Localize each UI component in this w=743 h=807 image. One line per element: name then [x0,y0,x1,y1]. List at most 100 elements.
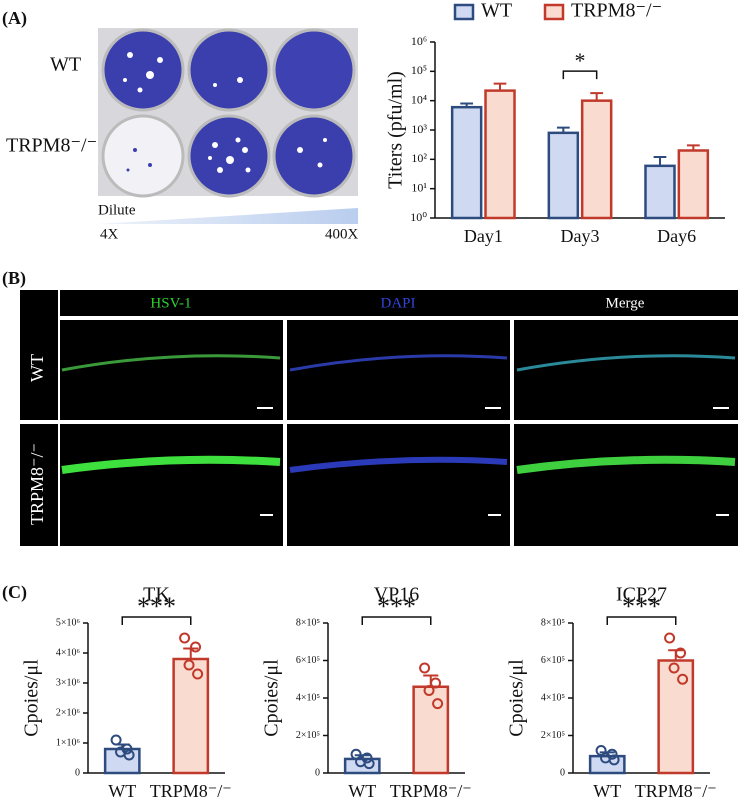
data-point [192,668,204,680]
data-point [664,632,676,644]
y-axis-label: Titers (pfu/ml) [385,71,407,189]
significance-label: *** [137,592,176,621]
x-tick-label: Day1 [464,226,503,246]
bar [644,164,676,220]
data-point [110,734,122,746]
data-point [190,641,202,653]
dilution-wedge [98,208,358,224]
data-point [608,754,620,766]
error-bar [460,102,474,108]
x-tick-label: TRPM8⁻/⁻ [150,781,232,801]
x-tick-label: TRPM8⁻/⁻ [635,781,717,801]
bar [172,657,210,775]
column-label: DAPI [380,295,415,311]
y-tick-label: 4×10⁵ [296,692,320,703]
y-tick-label: 10⁰ [410,210,427,224]
row-label: TRPM8⁻/⁻ [27,443,47,525]
significance-bracket [361,616,432,625]
data-point [419,662,431,674]
error-bar [686,144,700,151]
panel-label: (C) [2,582,27,603]
dilute-label: Dilute [98,202,136,218]
bar [103,747,141,775]
data-point [363,758,375,770]
y-axis-label: Cpoies/μl [261,659,283,737]
plate-photo [98,28,358,198]
legend-swatch [543,3,565,21]
data-point [183,659,195,671]
row-label: WT [27,354,47,382]
row-label: TRPM8⁻/⁻ [6,135,97,157]
y-tick-label: 2×10⁵ [296,730,320,741]
y-tick-label: 8×10⁵ [296,617,320,628]
y-tick-label: 6×10⁵ [541,655,565,666]
data-point [668,662,680,674]
chart-title: VP16 [374,584,420,606]
error-bar [590,92,604,101]
dilution-low: 4X [100,226,119,242]
x-tick-label: Day6 [657,226,696,246]
y-tick-label: 2×10⁶ [56,707,81,718]
data-point [432,698,444,710]
bar [412,685,450,775]
column-label: Merge [606,295,645,311]
error-bar [493,82,507,91]
significance-bracket [606,616,677,625]
bar [580,99,613,220]
bar [450,105,483,220]
y-tick-label: 10⁵ [411,63,427,77]
y-tick-label: 4×10⁶ [56,647,81,658]
legend-label: TRPM8⁻/⁻ [571,0,662,22]
y-tick-label: 10³ [411,122,427,136]
significance-bracket [562,70,598,80]
y-tick-label: 10² [411,151,427,165]
data-point [179,632,191,644]
data-point [123,749,135,761]
x-tick-label: WT [593,781,621,801]
data-point [423,685,435,696]
panel-label: (B) [2,268,26,289]
y-tick-label: 3×10⁶ [56,677,81,688]
data-point [677,673,689,685]
y-tick-label: 6×10⁵ [296,655,320,666]
legend-swatch [453,3,475,21]
y-tick-label: 8×10⁵ [541,617,565,628]
x-tick-label: TRPM8⁻/⁻ [390,781,472,801]
x-tick-label: WT [108,781,136,801]
data-point [121,743,133,755]
micrograph-grid [20,290,738,546]
y-tick-label: 2×10⁵ [541,730,565,741]
column-label: HSV-1 [150,295,191,311]
y-tick-label: 0 [75,767,80,778]
dilution-high: 400X [325,226,359,242]
error-bar [183,647,199,659]
error-bar [653,156,667,166]
y-tick-label: 0 [560,767,565,778]
row-label: WT [50,54,81,76]
significance-label: * [575,48,586,73]
y-axis-label: Cpoies/μl [21,659,43,737]
y-tick-label: 10⁴ [411,92,427,106]
chart-title: TK [143,584,170,606]
significance-label: *** [622,592,661,621]
significance-label: *** [377,592,416,621]
bar [677,149,710,220]
y-tick-label: 10¹ [411,180,427,194]
data-point [675,647,687,659]
y-tick-label: 5×10⁶ [56,617,81,628]
y-tick-label: 4×10⁵ [541,692,565,703]
significance-bracket [121,616,192,625]
chart-title: ICP27 [616,584,667,606]
bar [547,131,580,220]
y-tick-label: 10⁶ [411,34,427,48]
y-tick-label: 0 [315,767,320,778]
legend-label: WT [481,0,512,22]
data-point [430,677,442,689]
bar [484,89,516,220]
panel-label: (A) [2,8,27,29]
y-axis-label: Cpoies/μl [506,659,528,737]
y-tick-label: 1×10⁶ [56,737,81,748]
error-bar [556,126,570,133]
